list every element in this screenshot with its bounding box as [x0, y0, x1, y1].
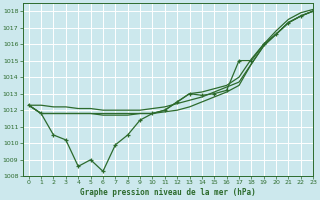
X-axis label: Graphe pression niveau de la mer (hPa): Graphe pression niveau de la mer (hPa) — [80, 188, 256, 197]
